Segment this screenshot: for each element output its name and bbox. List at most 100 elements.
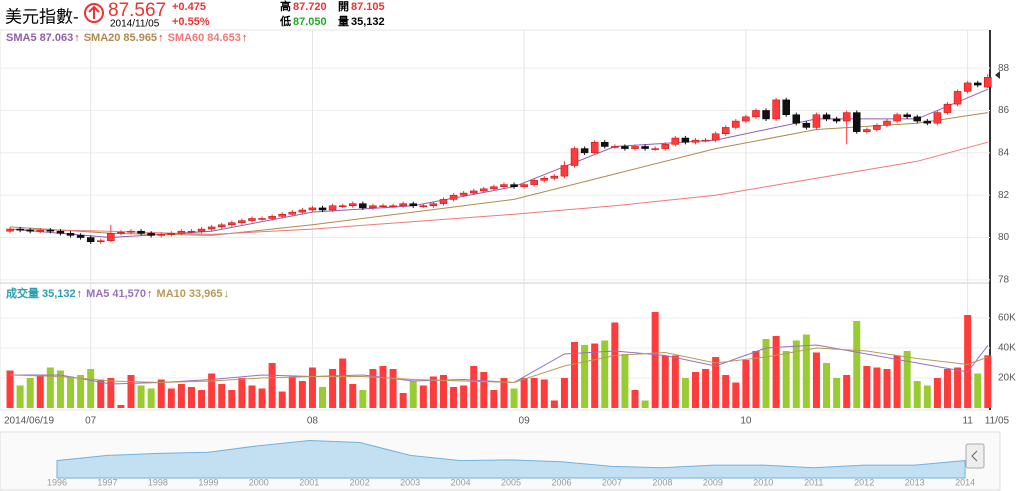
candle-body xyxy=(157,234,165,236)
legend-name: SMA60 xyxy=(167,32,205,44)
volume-bar xyxy=(772,336,780,408)
legend-arrow: ↑ xyxy=(74,32,80,44)
volume-bar xyxy=(550,400,558,408)
x-tick-label: 09 xyxy=(519,416,531,427)
volume-bar xyxy=(258,388,266,408)
volume-bar xyxy=(802,334,810,408)
candle-body xyxy=(530,180,538,185)
overview-year: 2010 xyxy=(753,477,773,487)
volume-bar xyxy=(540,379,548,408)
volume-bar xyxy=(107,378,115,408)
legend-arrow: ↑ xyxy=(76,288,83,300)
volume-bar xyxy=(762,339,770,408)
candle-body xyxy=(510,184,518,187)
candle-body xyxy=(238,220,246,223)
candle-body xyxy=(500,184,508,187)
volume-bar xyxy=(560,378,568,408)
candle-body xyxy=(913,116,921,122)
overview-year: 2012 xyxy=(854,477,874,487)
candle-body xyxy=(459,192,468,196)
last-price: 87.567 xyxy=(108,0,166,21)
open-label: 開 xyxy=(338,0,349,13)
change: +0.475 xyxy=(172,1,206,13)
low-value: 87.050 xyxy=(293,16,327,28)
volume-bar xyxy=(67,376,75,408)
volume-bar xyxy=(792,340,800,408)
overview-year: 2000 xyxy=(249,477,269,487)
candle-body xyxy=(792,114,801,124)
candle-body xyxy=(651,148,659,150)
candle-body xyxy=(873,125,881,130)
x-tick-label: 11/05 xyxy=(985,416,1010,427)
legend-arrow: ↓ xyxy=(223,288,230,300)
candle-body xyxy=(86,237,95,243)
candle-body xyxy=(449,194,458,200)
candle-body xyxy=(732,120,740,128)
handle-icon xyxy=(971,450,978,462)
volume-bar xyxy=(36,375,44,408)
candle-body xyxy=(580,148,589,154)
y-tick-label: 20K xyxy=(998,373,1016,384)
volume-bar xyxy=(621,354,629,408)
volume-bar xyxy=(56,370,64,408)
candle-body xyxy=(167,233,176,235)
volume-bar xyxy=(157,379,165,408)
candle-body xyxy=(883,120,891,126)
volume-bar xyxy=(490,390,498,408)
overview-year: 2006 xyxy=(551,477,571,487)
candle-body xyxy=(520,184,528,187)
candle-body xyxy=(298,209,307,213)
volume-bar xyxy=(419,385,427,408)
candle-body xyxy=(107,233,115,241)
candle-body xyxy=(842,112,851,122)
volume-value: 35,132 xyxy=(351,16,385,28)
volume-bar xyxy=(611,322,619,408)
candle-body xyxy=(661,144,669,149)
candle-body xyxy=(832,118,841,122)
volume-bar xyxy=(984,355,992,408)
candle-body xyxy=(359,203,367,209)
navigator-handle[interactable] xyxy=(965,443,985,469)
volume-bar xyxy=(379,366,387,408)
candle-body xyxy=(943,103,952,113)
candle-body xyxy=(480,188,488,192)
volume-bar xyxy=(439,375,447,408)
volume-bar xyxy=(742,360,750,408)
volume-bar xyxy=(16,385,24,408)
y-tick-label: 86 xyxy=(998,105,1010,116)
volume-bar xyxy=(208,373,216,408)
volume-bar xyxy=(87,369,95,408)
candle-body xyxy=(66,233,75,236)
volume-bar xyxy=(681,378,689,408)
volume-bar xyxy=(943,369,951,408)
volume-bar xyxy=(752,351,760,408)
low-label: 低 xyxy=(279,14,291,28)
overview-year: 1998 xyxy=(148,477,168,487)
candle-body xyxy=(772,99,780,120)
candle-body xyxy=(399,203,407,207)
candle-body xyxy=(923,120,932,124)
candle-body xyxy=(26,229,34,232)
volume-bar xyxy=(974,373,982,408)
candle-body xyxy=(217,224,226,228)
ma-line xyxy=(9,347,988,384)
volume-bar xyxy=(671,355,679,408)
legend-name: SMA20 xyxy=(83,32,121,44)
volume-bar xyxy=(218,384,226,408)
candle-body xyxy=(369,205,377,209)
volume-bar xyxy=(46,367,54,408)
candle-body xyxy=(127,230,135,233)
candle-body xyxy=(248,218,256,221)
candle-body xyxy=(893,114,901,122)
candle-body xyxy=(721,127,730,135)
volume-bar xyxy=(903,351,911,408)
volume-bar xyxy=(964,315,972,408)
volume-bar xyxy=(893,355,901,408)
candle-body xyxy=(671,137,680,145)
candle-body xyxy=(288,211,297,215)
volume-bar xyxy=(77,375,85,408)
candle-body xyxy=(228,222,236,226)
candle-body xyxy=(490,186,498,190)
candle-body xyxy=(681,137,690,143)
